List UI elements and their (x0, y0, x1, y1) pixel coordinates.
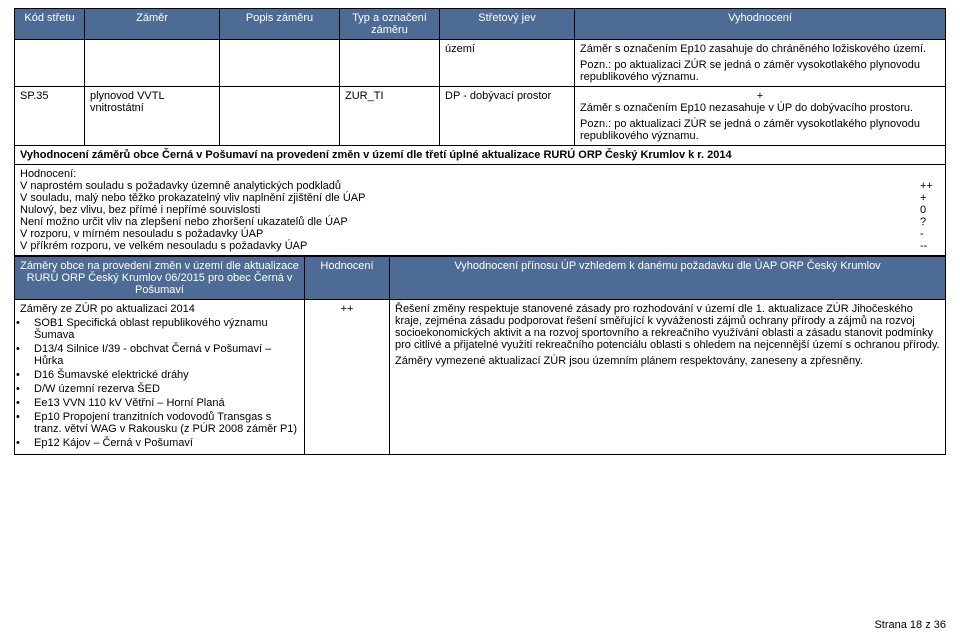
evaluation-table: Záměry obce na provedení změn v území dl… (14, 256, 946, 455)
list-item: • Ee13 VVN 110 kV Větřní – Horní Planá (24, 397, 299, 409)
table2-data-row: Záměry ze ZÚR po aktualizaci 2014 • SOB1… (15, 300, 946, 455)
cell-zamer: plynovod VVTL vnitrostátní (85, 87, 220, 146)
prinos-p1: Řešení změny respektuje stanovené zásady… (395, 303, 940, 351)
bullet-icon: • (25, 383, 34, 395)
criteria-value: + (920, 192, 940, 204)
criteria-value: ++ (920, 180, 940, 192)
cell-vyhodnoceni-prinos: Řešení změny respektuje stanovené zásady… (390, 300, 946, 455)
table-row-continuation: území Záměr s označením Ep10 zasahuje do… (15, 40, 946, 87)
cell-kod: SP.35 (15, 87, 85, 146)
th-typ: Typ a označení záměru (340, 9, 440, 40)
section-title: Vyhodnocení záměrů obce Černá v Pošumaví… (15, 146, 946, 165)
prinos-p2: Záměry vymezené aktualizací ZÚR jsou úze… (395, 355, 940, 367)
criteria-label: V příkrém rozporu, ve velkém nesouladu s… (20, 240, 920, 252)
criteria-value: 0 (920, 204, 940, 216)
th-popis: Popis záměru (220, 9, 340, 40)
criteria-value: -- (920, 240, 940, 252)
list-item: • Ep12 Kájov – Černá v Pošumaví (24, 437, 299, 449)
criteria-item: V příkrém rozporu, ve velkém nesouladu s… (20, 240, 940, 252)
list-item-text: D/W územní rezerva ŠED (34, 383, 160, 395)
th2-b: Hodnocení (305, 257, 390, 300)
list-item: • SOB1 Specifická oblast republikového v… (24, 317, 299, 341)
th2-c: Vyhodnocení přínosu ÚP vzhledem k danému… (390, 257, 946, 300)
criteria-item: Není možno určit vliv na zlepšení nebo z… (20, 216, 940, 228)
list-item-text: SOB1 Specifická oblast republikového výz… (34, 317, 268, 341)
criteria-item: V souladu, malý nebo těžko prokazatelný … (20, 192, 940, 204)
criteria-label: V rozporu, v mírném nesouladu s požadavk… (20, 228, 920, 240)
vyhod-plus: + (580, 90, 940, 102)
criteria-cell: Hodnocení: V naprostém souladu s požadav… (15, 165, 946, 256)
criteria-item: V naprostém souladu s požadavky územně a… (20, 180, 940, 192)
cell-stret-uzemi: území (440, 40, 575, 87)
cell-hodnoceni: ++ (305, 300, 390, 455)
th-vyhod: Vyhodnocení (575, 9, 946, 40)
list-item-text: D16 Šumavské elektrické dráhy (34, 369, 189, 381)
criteria-label: Nulový, bez vlivu, bez přímé i nepřímé s… (20, 204, 920, 216)
section-title-row: Vyhodnocení záměrů obce Černá v Pošumaví… (15, 146, 946, 165)
list-item: • D13/4 Silnice I/39 - obchvat Černá v P… (24, 343, 299, 367)
bullet-icon: • (25, 317, 34, 329)
vyhod-note-text: Pozn.: po aktualizaci ZÚR se jedná o zám… (580, 118, 940, 142)
criteria-row: Hodnocení: V naprostém souladu s požadav… (15, 165, 946, 256)
cell-stret: DP - dobývací prostor (440, 87, 575, 146)
criteria-item: Nulový, bez vlivu, bez přímé i nepřímé s… (20, 204, 940, 216)
criteria-label: V souladu, malý nebo těžko prokazatelný … (20, 192, 920, 204)
vyhod-main-text: Záměr s označením Ep10 zasahuje do chrán… (580, 43, 940, 55)
zamery-list: • SOB1 Specifická oblast republikového v… (20, 317, 299, 449)
vyhod-main-text: Záměr s označením Ep10 nezasahuje v ÚP d… (580, 102, 940, 114)
cell-zamery-list: Záměry ze ZÚR po aktualizaci 2014 • SOB1… (15, 300, 305, 455)
list-item: • D16 Šumavské elektrické dráhy (24, 369, 299, 381)
list-item-text: D13/4 Silnice I/39 - obchvat Černá v Poš… (34, 343, 271, 367)
list-item: • Ep10 Propojení tranzitních vodovodů Tr… (24, 411, 299, 435)
criteria-item: V rozporu, v mírném nesouladu s požadavk… (20, 228, 940, 240)
hodnoceni-label: Hodnocení: (20, 168, 940, 180)
conflict-table: Kód střetu Záměr Popis záměru Typ a ozna… (14, 8, 946, 256)
page-footer: Strana 18 z 36 (874, 619, 946, 631)
criteria-label: V naprostém souladu s požadavky územně a… (20, 180, 920, 192)
bullet-icon: • (25, 343, 34, 355)
criteria-label: Není možno určit vliv na zlepšení nebo z… (20, 216, 920, 228)
vyhod-note-text: Pozn.: po aktualizaci ZÚR se jedná o zám… (580, 59, 940, 83)
list-item-text: Ep12 Kájov – Černá v Pošumaví (34, 437, 193, 449)
cell-popis (220, 87, 340, 146)
th-stret: Střetový jev (440, 9, 575, 40)
bullet-icon: • (25, 397, 34, 409)
bullet-icon: • (25, 437, 34, 449)
criteria-value: ? (920, 216, 940, 228)
cell-vyhod-ep10a: Záměr s označením Ep10 zasahuje do chrán… (575, 40, 946, 87)
th-zamer: Záměr (85, 9, 220, 40)
th-kod: Kód střetu (15, 9, 85, 40)
table2-header-row: Záměry obce na provedení změn v území dl… (15, 257, 946, 300)
table-header-row: Kód střetu Záměr Popis záměru Typ a ozna… (15, 9, 946, 40)
bullet-icon: • (25, 369, 34, 381)
th2-a: Záměry obce na provedení změn v území dl… (15, 257, 305, 300)
list-item-text: Ee13 VVN 110 kV Větřní – Horní Planá (34, 397, 225, 409)
cell-vyhod-sp35: + Záměr s označením Ep10 nezasahuje v ÚP… (575, 87, 946, 146)
criteria-list: V naprostém souladu s požadavky územně a… (20, 180, 940, 252)
bullet-icon: • (25, 411, 34, 423)
list-item-text: Ep10 Propojení tranzitních vodovodů Tran… (34, 411, 297, 435)
cell-typ: ZUR_TI (340, 87, 440, 146)
list-item: • D/W územní rezerva ŠED (24, 383, 299, 395)
table-row-sp35: SP.35 plynovod VVTL vnitrostátní ZUR_TI … (15, 87, 946, 146)
criteria-value: - (920, 228, 940, 240)
zamery-title: Záměry ze ZÚR po aktualizaci 2014 (20, 303, 299, 315)
